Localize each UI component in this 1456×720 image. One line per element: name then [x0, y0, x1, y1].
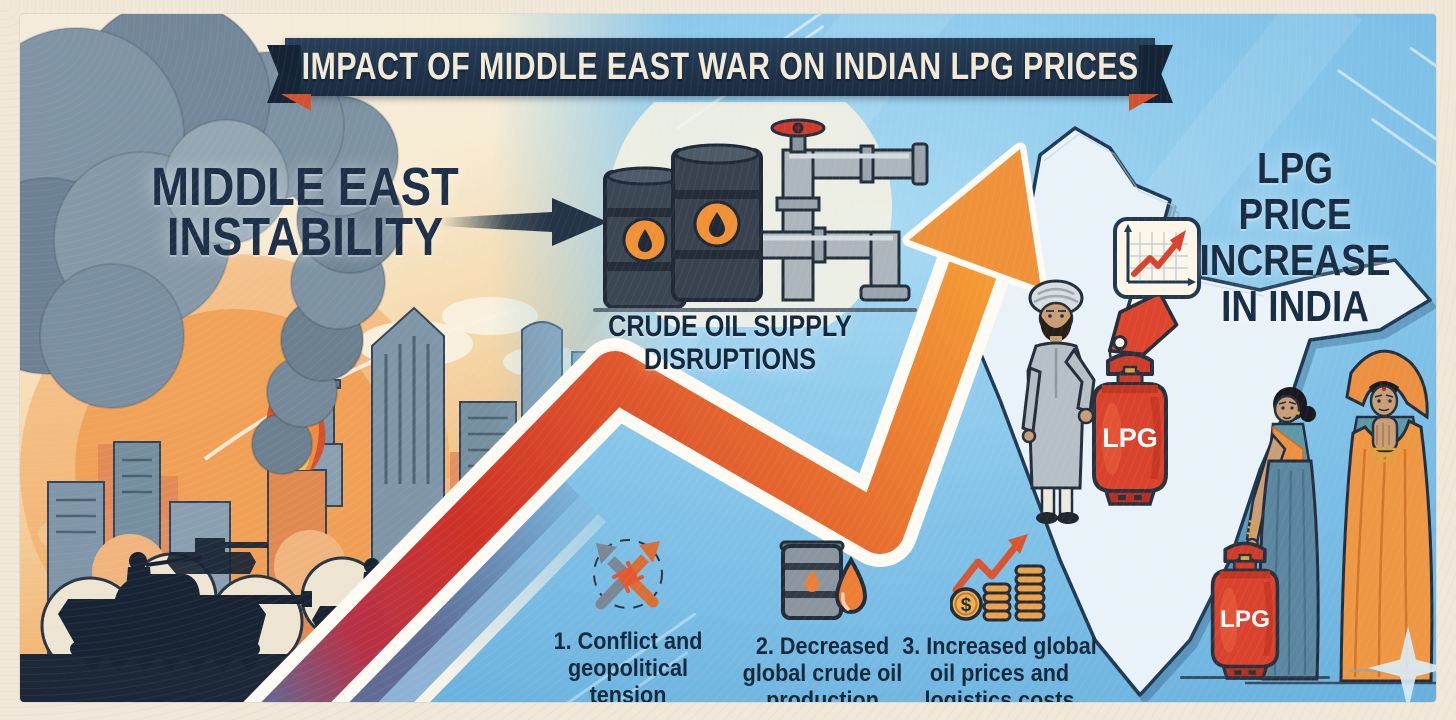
heading-line: LPG PRICE [1238, 144, 1352, 239]
kurta [1026, 341, 1086, 490]
factor-item-2: 2. Decreased global crude oil production [715, 532, 930, 702]
factor-item-3: $ 3. Increased global oil prices and log… [882, 532, 1117, 702]
war-scene [20, 14, 680, 702]
factor-item-1: 1. Conflict and geopolitical tension [538, 532, 718, 702]
heading-line: MIDDLE EAST [151, 157, 459, 217]
poster-title: IMPACT OF MIDDLE EAST WAR ON INDIAN LPG … [301, 45, 1139, 88]
oil-barrels [603, 143, 763, 309]
oil-barrel-drop-icon [779, 540, 868, 620]
rising-line-arrowhead [1170, 230, 1186, 252]
oil-supply-art [593, 102, 929, 327]
smoke-mass [20, 14, 345, 409]
pants [1040, 486, 1056, 516]
bangles [1371, 447, 1399, 463]
factor-text: 3. Increased global oil prices and logis… [902, 633, 1097, 702]
lpg-price-heading: LPG PRICE INCREASE IN INDIA [1180, 146, 1410, 330]
lpg-cylinder-second: LPG [1210, 541, 1280, 680]
rising-line [1131, 241, 1179, 277]
chart-axes [1126, 228, 1192, 284]
clasped-hands [1371, 415, 1399, 453]
caption-line: CRUDE OIL SUPPLY [608, 310, 852, 343]
heading-line: INCREASE [1199, 236, 1391, 285]
woman-tall [1339, 349, 1434, 683]
war-scene-art [20, 14, 680, 702]
bangles [1246, 519, 1260, 538]
coins-rising-arrow-icon: $ [949, 534, 1045, 622]
poster-canvas: LPG [20, 14, 1436, 702]
caption-line: DISRUPTIONS [643, 343, 817, 376]
women-figures [1245, 349, 1436, 685]
rising-price-arrow [243, 142, 1048, 702]
ground-line [1180, 676, 1330, 679]
cylinder-label: LPG [1220, 606, 1270, 633]
heading-line: INSTABILITY [166, 207, 444, 267]
lpg-cylinder-main: LPG [1092, 352, 1168, 506]
arrowhead-fill [909, 149, 1041, 288]
man-figure [1021, 279, 1096, 524]
tank-left [58, 552, 312, 672]
pipeline [749, 118, 929, 302]
heading-line: IN INDIA [1221, 282, 1369, 331]
cause-arrow [440, 198, 608, 246]
factor-text: 1. Conflict and geopolitical tension [553, 628, 703, 702]
cylinder-foot [1103, 489, 1157, 506]
cylinder-label: LPG [1102, 423, 1158, 453]
middle-east-heading: MIDDLE EAST INSTABILITY [110, 157, 500, 267]
dollar-symbol: $ [960, 595, 971, 616]
factor-text: 2. Decreased global crude oil production [742, 633, 903, 702]
reaching-arm [1064, 347, 1096, 415]
beard [1040, 314, 1072, 342]
title-banner: IMPACT OF MIDDLE EAST WAR ON INDIAN LPG … [267, 38, 1173, 111]
crude-oil-caption: CRUDE OIL SUPPLY DISRUPTIONS [580, 310, 880, 376]
crossed-arrows-icon [593, 539, 663, 610]
